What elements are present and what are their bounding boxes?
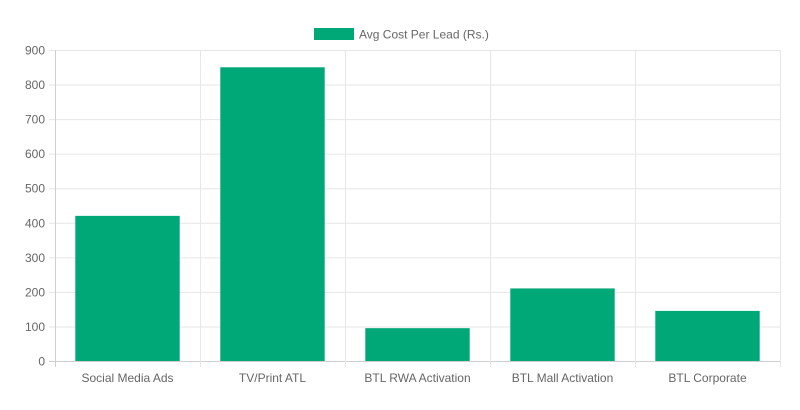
bar[interactable] (365, 328, 470, 361)
legend-swatch (314, 28, 354, 40)
bar[interactable] (75, 215, 180, 361)
y-tick-label: 0 (38, 355, 45, 369)
y-tick-label: 300 (25, 251, 45, 265)
x-tick-label: Social Media Ads (81, 371, 173, 385)
x-tick-label: BTL Mall Activation (512, 371, 614, 385)
y-tick-label: 400 (25, 216, 45, 230)
legend[interactable]: Avg Cost Per Lead (Rs.) (314, 28, 489, 42)
x-tick-label: BTL Corporate (668, 371, 747, 385)
bar[interactable] (220, 67, 325, 362)
y-tick-label: 700 (25, 113, 45, 127)
y-tick-label: 600 (25, 147, 45, 161)
bar[interactable] (655, 310, 760, 361)
x-tick-label: BTL RWA Activation (364, 371, 470, 385)
y-tick-label: 100 (25, 320, 45, 334)
x-tick-label: TV/Print ATL (239, 371, 306, 385)
y-tick-label: 200 (25, 285, 45, 299)
legend-label: Avg Cost Per Lead (Rs.) (359, 28, 489, 42)
axis-layer: 0 100 200 300 400 500 600 700 800 900 Social Media… (25, 44, 747, 386)
bars-layer (75, 67, 760, 362)
y-tick-label: 800 (25, 78, 45, 92)
y-tick-label: 900 (25, 44, 45, 58)
y-tick-label: 500 (25, 182, 45, 196)
bar[interactable] (510, 288, 615, 361)
